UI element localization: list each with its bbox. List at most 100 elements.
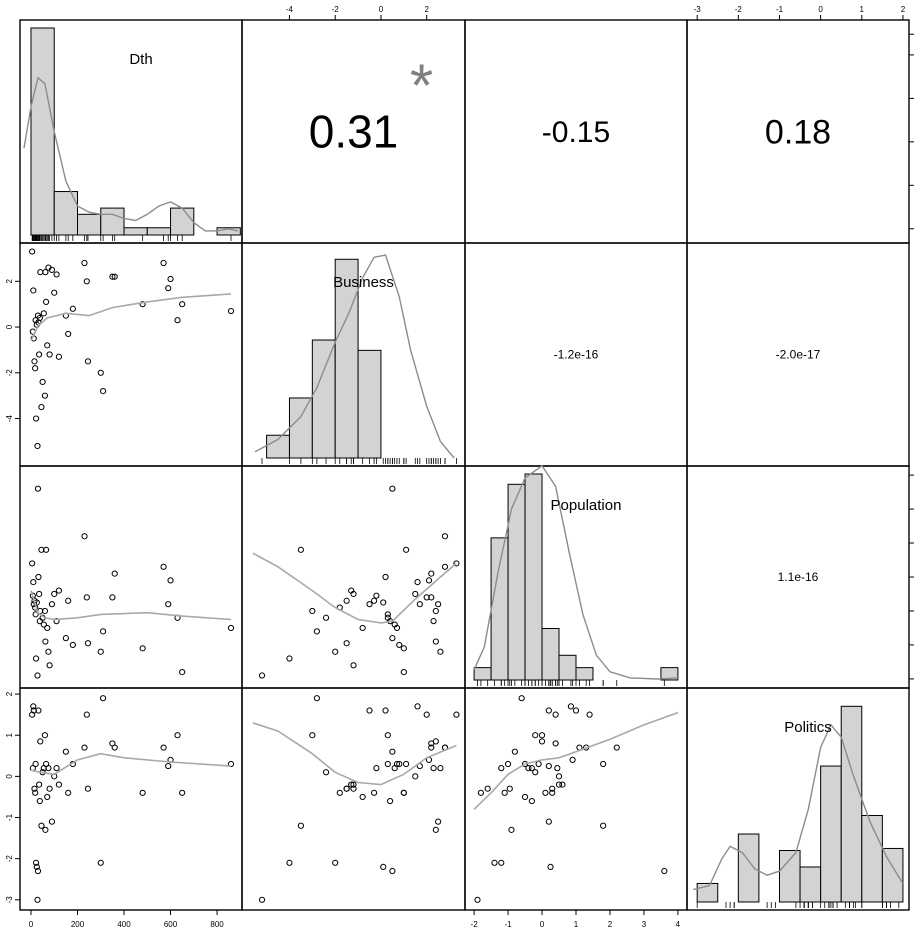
axis-tick-label-bottom-dth: 0 <box>29 920 34 929</box>
panel-business-dth <box>19 242 243 467</box>
scatter-point-politics-population <box>501 789 508 796</box>
scatter-point-politics-dth <box>34 896 41 903</box>
scatter-point-politics-dth <box>41 732 49 739</box>
scatter-point-business-dth <box>34 442 41 450</box>
scatter-point-politics-population <box>586 711 593 718</box>
panel-politics-business <box>241 687 466 911</box>
axis-tick-label-bottom-dth: 400 <box>117 920 131 929</box>
scatter-point-politics-dth <box>42 826 49 833</box>
scatter-point-population-business <box>435 601 442 608</box>
scatter-point-politics-dth <box>36 781 43 788</box>
scatter-point-business-dth <box>174 317 181 324</box>
scatter-point-politics-population <box>549 789 556 796</box>
scatter-point-population-dth <box>111 570 118 577</box>
hist-bar-business <box>288 397 313 459</box>
scatter-point-business-dth <box>41 392 49 399</box>
scatter-point-politics-population <box>535 760 542 768</box>
scatter-point-politics-population <box>547 863 554 871</box>
hist-bar-population <box>575 667 594 681</box>
scatter-point-politics-population <box>477 789 484 796</box>
scatter-point-population-dth <box>99 628 107 635</box>
scatter-point-politics-business <box>373 765 380 772</box>
scatter-point-population-dth <box>48 601 56 608</box>
scatter-point-politics-dth <box>46 785 53 792</box>
scatter-point-business-dth <box>81 259 88 267</box>
scatter-point-population-dth <box>84 640 92 647</box>
scatter-point-politics-dth <box>32 789 39 796</box>
significance-star-dth-business: * <box>410 52 433 119</box>
scatter-point-politics-population <box>552 740 559 747</box>
scatter-point-population-business <box>380 599 387 606</box>
hist-bar-dth <box>30 27 55 236</box>
scatter-point-politics-dth <box>165 762 172 770</box>
scatter-point-politics-business <box>332 859 339 866</box>
hist-bar-population <box>473 667 492 681</box>
scatter-point-politics-dth <box>62 748 69 755</box>
scatter-point-politics-business <box>400 789 407 796</box>
scatter-point-politics-dth <box>30 707 37 714</box>
scatter-point-politics-business <box>389 867 396 875</box>
scatter-point-politics-dth <box>227 760 235 768</box>
scatter-point-politics-population <box>545 762 552 770</box>
scatter-point-politics-business <box>382 707 389 714</box>
axis-tick-label-top-politics: -1 <box>776 5 784 14</box>
scatter-point-politics-population <box>521 793 529 801</box>
scatter-point-business-dth <box>83 278 90 285</box>
scatter-point-population-business <box>359 624 366 632</box>
scatter-point-politics-population <box>552 711 559 718</box>
scatter-point-politics-population <box>532 732 539 739</box>
scatter-point-politics-business <box>412 773 419 780</box>
variable-label-business: Business <box>333 274 394 291</box>
scatter-point-politics-population <box>661 867 668 875</box>
scatter-point-population-business <box>370 597 378 604</box>
scatter-point-population-dth <box>109 594 116 601</box>
scatter-point-population-business <box>416 601 423 608</box>
scatter-point-politics-business <box>396 760 403 768</box>
axis-tick-label-top-politics: 2 <box>901 5 906 14</box>
scatter-point-politics-business <box>430 765 437 772</box>
scatter-point-population-dth <box>62 635 69 642</box>
scatter-point-politics-population <box>528 765 535 772</box>
scatter-point-business-dth <box>30 287 37 294</box>
scatter-point-politics-dth <box>37 738 44 745</box>
scatter-point-population-business <box>425 577 433 584</box>
scatter-point-politics-population <box>549 785 556 792</box>
axis-tick-label-left-politics: -2 <box>5 855 14 863</box>
scatter-point-business-dth <box>139 301 146 308</box>
lowess-line-business-dth <box>30 293 232 342</box>
correlation-population-politics: 1.1e-16 <box>778 570 819 584</box>
scatter-point-politics-dth <box>45 765 52 772</box>
axis-tick-label-bottom-population: -2 <box>471 920 479 929</box>
scatter-point-population-business <box>432 607 439 615</box>
scatter-point-politics-business <box>322 769 330 776</box>
scatter-point-politics-business <box>435 818 442 825</box>
hist-bar-dth <box>100 207 125 236</box>
scatter-point-politics-business <box>343 785 350 792</box>
axis-tick-label-left-politics: -3 <box>5 896 14 904</box>
scatter-point-politics-business <box>297 822 304 829</box>
scatter-point-politics-population <box>559 781 566 788</box>
axis-tick-label-top-business: -2 <box>332 5 340 14</box>
hist-bar-politics <box>799 866 822 903</box>
scatter-point-population-business <box>343 597 350 604</box>
panel-politics-dth <box>19 687 243 911</box>
scatter-point-population-business <box>400 669 407 676</box>
axis-tick-label-bottom-population: 4 <box>676 920 681 929</box>
scatter-point-population-business <box>393 624 401 632</box>
scatter-point-politics-population <box>545 707 552 714</box>
scatter-point-politics-dth <box>97 859 104 866</box>
hist-bar-population <box>490 537 509 681</box>
scatter-point-population-business <box>412 590 419 598</box>
axis-tick-label-bottom-dth: 600 <box>164 920 178 929</box>
scatter-point-politics-business <box>384 760 391 768</box>
scatter-point-politics-business <box>336 789 343 796</box>
lowess-line-population-business <box>252 552 457 624</box>
scatter-point-population-business <box>414 578 421 586</box>
scatter-point-population-dth <box>139 645 146 652</box>
axis-tick-label-top-business: 0 <box>379 5 384 14</box>
scatter-point-population-dth <box>30 578 37 586</box>
scatter-point-population-dth <box>83 594 90 601</box>
lowess-line-politics-population <box>473 711 679 810</box>
hist-bar-politics <box>778 850 801 903</box>
scatter-point-population-business <box>400 645 407 652</box>
